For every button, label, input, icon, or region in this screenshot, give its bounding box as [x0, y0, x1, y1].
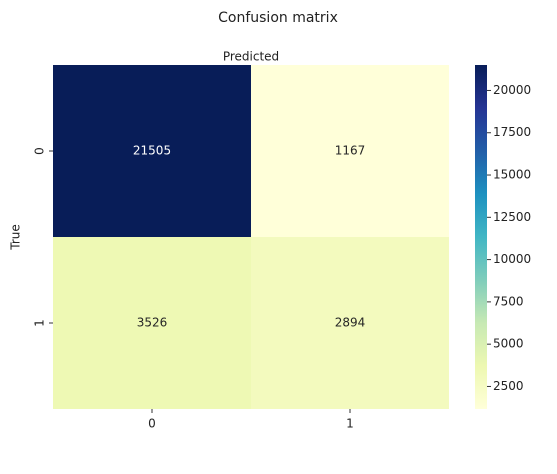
cell-label: 2894 [335, 316, 366, 330]
heatmap-cell [251, 65, 449, 237]
heatmap-cell [53, 65, 251, 237]
colorbar-tick-label: 5000 [493, 337, 524, 351]
colorbar-tick-label: 15000 [493, 168, 531, 182]
cell-label: 1167 [335, 144, 366, 158]
colorbar-tick-label: 2500 [493, 379, 524, 393]
colorbar [475, 65, 487, 409]
chart-title: Confusion matrix [218, 10, 338, 26]
y-tick-label: 0 [33, 147, 47, 155]
colorbar-tick-label: 12500 [493, 210, 531, 224]
heatmap-cell [53, 237, 251, 409]
colorbar-tick-label: 20000 [493, 83, 531, 97]
x-tick-label: 1 [346, 417, 354, 431]
y-axis-label: True [9, 224, 23, 251]
x-tick-label: 0 [148, 417, 156, 431]
cell-label: 3526 [137, 316, 168, 330]
colorbar-tick-label: 10000 [493, 252, 531, 266]
colorbar-tick-label: 7500 [493, 294, 524, 308]
cell-label: 21505 [133, 144, 171, 158]
colorbar-tick-label: 17500 [493, 125, 531, 139]
heatmap-cell [251, 237, 449, 409]
y-tick-label: 1 [33, 319, 47, 327]
x-axis-label: Predicted [223, 50, 279, 64]
